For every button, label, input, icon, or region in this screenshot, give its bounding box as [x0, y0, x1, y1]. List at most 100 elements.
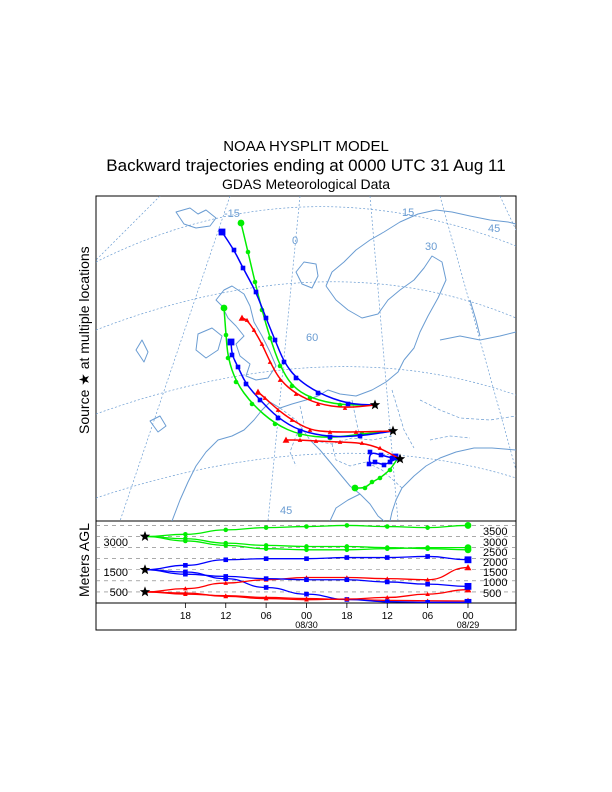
- trajectory-point-3-7: [251, 327, 257, 332]
- trajectory-point-9-4: [313, 438, 319, 443]
- height-source-star-3000: [139, 531, 151, 541]
- trajectory-point-4-6: [233, 379, 239, 385]
- trajectory-point-3-2: [315, 401, 321, 406]
- height-point-s5-1: [183, 563, 188, 568]
- height-point-s8-1: [183, 571, 188, 577]
- right-height-label-1500: 1500: [483, 567, 507, 579]
- height-point-s6-4: [304, 547, 309, 553]
- height-point-s7-5: [344, 596, 350, 601]
- height-point-s5-2: [223, 557, 229, 563]
- height-point-s6-8: [464, 544, 472, 551]
- trajectory-point-2-10: [218, 228, 226, 236]
- trajectory-point-3-9: [238, 314, 246, 321]
- trajectory-point-5-2: [327, 434, 333, 440]
- graticule: [96, 196, 516, 521]
- trajectory-point-8-2: [381, 462, 387, 468]
- height-point-s8-2: [223, 574, 229, 579]
- right-height-label-500: 500: [483, 588, 501, 600]
- right-height-label-2000: 2000: [483, 557, 507, 569]
- source-side-label: Source ★ at multiple locations: [76, 246, 93, 434]
- height-point-s2-3: [263, 585, 269, 590]
- height-point-s5-6: [384, 555, 390, 560]
- height-point-s6-3: [263, 546, 269, 552]
- lon-label-15: 15: [402, 207, 414, 219]
- trajectory-point-7-5: [351, 484, 359, 492]
- trajectory-point-6-5: [275, 407, 281, 412]
- trajectory-point-9-6: [282, 436, 290, 443]
- trajectory-point-5-1: [357, 433, 363, 439]
- trajectory-point-4-9: [220, 304, 228, 312]
- map-source-star-2: [387, 425, 399, 436]
- height-series: [144, 522, 472, 603]
- height-point-s9-1: [183, 531, 188, 537]
- height-point-s5-8: [464, 556, 472, 564]
- height-point-s8-3: [263, 576, 269, 581]
- trajectory-point-1-5: [267, 335, 273, 341]
- time-tick-label-6: 12: [382, 611, 394, 622]
- data-source-label: GDAS Meteorological Data: [221, 176, 391, 192]
- trajectory-point-4-4: [272, 421, 278, 427]
- trajectory-point-9-3: [337, 439, 343, 444]
- height-point-s7-7: [425, 591, 430, 596]
- trajectory-point-1-9: [237, 219, 245, 227]
- lon-label-30: 30: [425, 241, 437, 253]
- model-title: NOAA HYSPLIT MODEL: [223, 138, 389, 155]
- height-point-s4-7: [425, 577, 430, 582]
- map-source-star-3: [394, 453, 406, 464]
- source-label-pre: Source: [76, 389, 92, 434]
- height-point-s5-5: [344, 555, 350, 560]
- trajectory-point-2-4: [281, 359, 287, 365]
- trajectory-point-8-5: [367, 449, 373, 455]
- trajectory-line-2: [221, 231, 376, 406]
- time-tick-label-4: 00: [301, 611, 313, 622]
- trajectory-point-9-5: [297, 437, 303, 442]
- height-point-s9-8: [464, 522, 472, 529]
- height-source-star-1500: [139, 564, 151, 575]
- source-star-icon: ★: [76, 373, 92, 386]
- trajectory-point-5-5: [257, 397, 263, 403]
- trajectory-point-2-9: [231, 247, 237, 253]
- right-height-label-3000: 3000: [483, 537, 507, 549]
- trajectory-point-7-2: [377, 475, 383, 481]
- graticule-labels: -15 0 15 30 45 60 45: [224, 207, 500, 517]
- trajectory-point-5-3: [297, 428, 303, 434]
- right-height-label-1000: 1000: [483, 577, 507, 589]
- height-point-s5-4: [304, 556, 309, 561]
- height-point-s7-6: [384, 595, 390, 600]
- country-borders: [279, 389, 516, 489]
- lat-label-45: 45: [280, 505, 292, 517]
- time-date-label-1: 08/30: [295, 620, 318, 630]
- trajectory-point-2-3: [293, 375, 299, 381]
- height-point-s8-8: [464, 582, 472, 590]
- lon-label-45: 45: [488, 223, 500, 235]
- trajectory-point-5-7: [235, 364, 241, 370]
- height-point-s3-5: [344, 544, 350, 549]
- height-point-s8-6: [384, 579, 390, 585]
- height-point-s3-4: [304, 544, 309, 549]
- trajectory-point-7-4: [362, 485, 368, 491]
- trajectory-point-2-2: [315, 390, 321, 396]
- trajectory-point-5-4: [275, 415, 281, 421]
- height-point-s9-7: [425, 525, 430, 530]
- trajectory-line-4: [223, 307, 394, 438]
- height-point-s7-2: [223, 594, 229, 599]
- trajectory-point-8-3: [372, 459, 378, 465]
- right-height-label-3500: 3500: [483, 526, 507, 538]
- height-point-s8-4: [304, 577, 309, 583]
- trajectory-point-1-4: [277, 363, 283, 369]
- time-date-label-2: 08/29: [457, 620, 480, 630]
- time-tick-label-1: 18: [180, 611, 192, 622]
- trajectory-point-8-4: [366, 461, 372, 467]
- height-point-s4-6: [384, 576, 390, 581]
- source-label-post: at multiple locations: [76, 246, 92, 370]
- height-point-s8-7: [425, 581, 430, 587]
- coastlines: [135, 207, 516, 521]
- height-point-s2-6: [384, 599, 390, 603]
- height-point-s4-2: [223, 580, 229, 585]
- lon-label-m15: -15: [224, 208, 240, 220]
- trajectory-point-4-3: [297, 432, 303, 438]
- left-height-label-1500: 1500: [104, 567, 128, 579]
- right-height-label-2500: 2500: [483, 547, 507, 559]
- trajectory-point-6-2: [327, 429, 333, 434]
